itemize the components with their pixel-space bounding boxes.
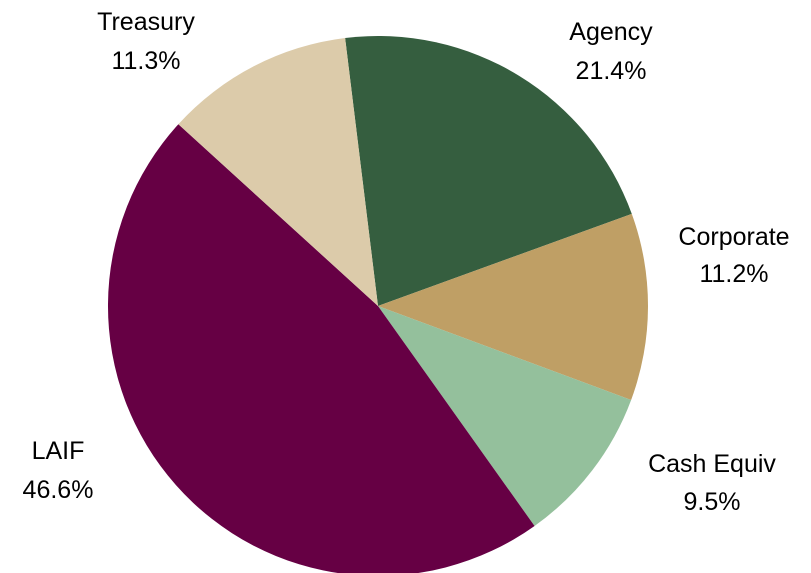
slice-name-agency: Agency <box>569 18 653 46</box>
slice-value-cash-equiv: 9.5% <box>684 488 741 516</box>
slice-label-laif: LAIF 46.6% <box>23 437 94 504</box>
slice-label-agency: Agency 21.4% <box>569 18 653 85</box>
pie-slice-laif <box>108 124 535 573</box>
slice-name-cash-equiv: Cash Equiv <box>648 450 776 478</box>
slice-value-corporate: 11.2% <box>699 260 768 288</box>
pie-slice-cash-equiv <box>378 306 632 526</box>
pie-slice-treasury <box>178 38 378 306</box>
slice-value-treasury: 11.3% <box>111 47 180 75</box>
slice-value-agency: 21.4% <box>576 57 647 85</box>
slice-value-laif: 46.6% <box>23 476 94 504</box>
slice-label-treasury: Treasury 11.3% <box>97 8 195 75</box>
slice-label-corporate: Corporate 11.2% <box>678 223 789 288</box>
pie-slice-corporate <box>378 213 648 400</box>
slice-name-treasury: Treasury <box>97 8 195 36</box>
slice-name-laif: LAIF <box>32 437 85 465</box>
slice-name-corporate: Corporate <box>678 223 789 251</box>
pie-slice-agency <box>345 35 632 307</box>
pie-slices <box>108 35 648 573</box>
slice-label-cash-equiv: Cash Equiv 9.5% <box>648 450 776 516</box>
